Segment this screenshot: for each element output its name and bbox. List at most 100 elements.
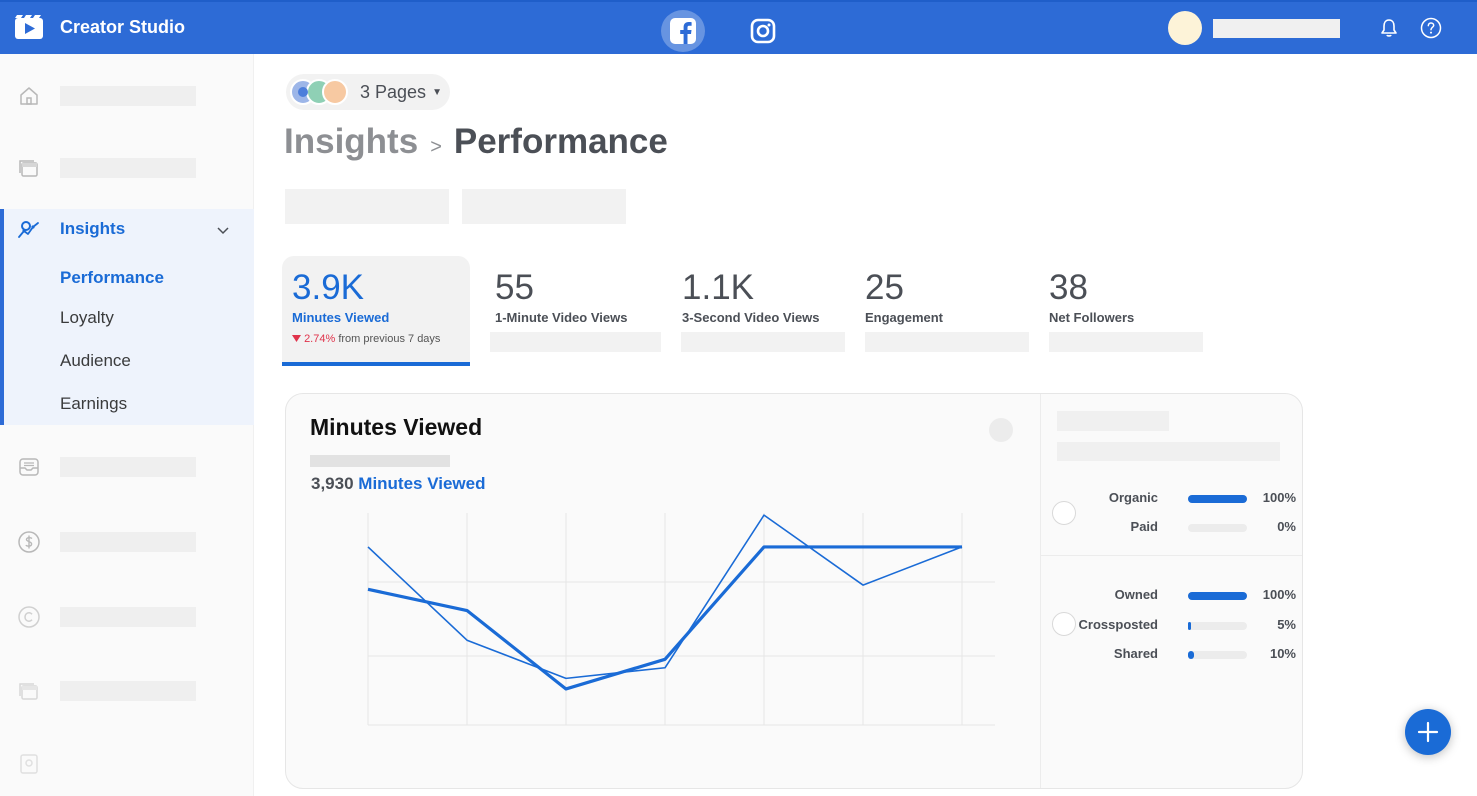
breadcrumb: Insights > Performance <box>284 122 668 162</box>
sidebar-item-sound-collection[interactable] <box>0 671 254 711</box>
sidebar-label-placeholder <box>60 681 196 701</box>
metric-tab-1-minute-views[interactable]: 55 1-Minute Video Views <box>490 256 662 366</box>
source-row-crossposted: Crossposted 5% <box>1056 617 1296 635</box>
profile-card-icon <box>20 754 38 774</box>
sidebar-item-inbox[interactable] <box>0 447 254 487</box>
page-avatar <box>322 79 348 105</box>
chart-title: Minutes Viewed <box>310 414 483 440</box>
metric-value: 1.1K <box>682 268 754 307</box>
card-divider <box>1040 394 1041 788</box>
sidebar-item-rights-manager[interactable] <box>0 597 254 637</box>
sidebar-item-home[interactable] <box>0 76 254 116</box>
breakdown-subtitle-placeholder <box>1057 442 1280 461</box>
brand[interactable]: Creator Studio <box>14 14 185 40</box>
breadcrumb-parent[interactable]: Insights <box>284 122 419 161</box>
sidebar-subitem-earnings[interactable]: Earnings <box>60 394 128 413</box>
chart-subtitle-placeholder <box>310 455 450 467</box>
active-tab-underline <box>282 362 470 366</box>
source-bar-track <box>1188 592 1247 600</box>
breakdown-radio[interactable] <box>1052 612 1076 636</box>
sidebar-label-placeholder <box>60 607 196 627</box>
source-label: Paid <box>1130 519 1158 534</box>
breadcrumb-separator: > <box>430 136 442 158</box>
sidebar-subitem-audience[interactable]: Audience <box>60 351 131 370</box>
sidebar-subitem-loyalty[interactable]: Loyalty <box>60 308 114 327</box>
sidebar-label-placeholder <box>60 457 196 477</box>
source-bar-fill <box>1188 592 1247 600</box>
metric-tab-net-followers[interactable]: 38 Net Followers <box>1049 256 1203 366</box>
metric-label: Engagement <box>865 310 944 325</box>
filter-placeholder[interactable] <box>462 189 626 224</box>
creator-studio-logo-icon <box>15 15 43 39</box>
sidebar-item-monetization[interactable] <box>0 522 254 562</box>
source-percent: 5% <box>1277 617 1296 632</box>
sidebar-insights-group: Insights Performance Loyalty Audience Ea… <box>0 209 254 425</box>
sidebar-item-more[interactable] <box>0 744 254 784</box>
source-bar-fill <box>1188 495 1247 503</box>
sidebar-subitem-performance[interactable]: Performance <box>60 268 164 287</box>
breakdown-divider <box>1041 555 1302 556</box>
metric-tab-engagement[interactable]: 25 Engagement <box>865 256 1029 366</box>
page-avatar-dot <box>298 87 308 97</box>
source-bar-fill <box>1188 651 1194 659</box>
pages-selector[interactable]: 3 Pages ▼ <box>286 74 450 110</box>
down-triangle-icon <box>292 335 301 342</box>
notifications-bell-icon[interactable] <box>1377 16 1401 40</box>
breakdown-radio[interactable] <box>1052 501 1076 525</box>
media-library-icon <box>19 683 38 700</box>
create-post-button[interactable] <box>1405 709 1451 755</box>
source-row-paid: Paid 0% <box>1056 519 1296 537</box>
metric-change-placeholder <box>490 332 661 352</box>
info-icon[interactable] <box>989 418 1013 442</box>
filter-placeholder[interactable] <box>285 189 449 224</box>
avatar[interactable] <box>1168 11 1202 45</box>
sidebar: Insights Performance Loyalty Audience Ea… <box>0 54 254 796</box>
facebook-icon <box>670 18 696 44</box>
source-percent: 10% <box>1269 646 1296 661</box>
chevron-down-icon[interactable] <box>216 223 230 237</box>
pages-selector-label: 3 Pages <box>360 81 427 102</box>
source-label: Organic <box>1108 490 1158 505</box>
top-bar: Creator Studio <box>0 0 1477 54</box>
account-name-placeholder[interactable] <box>1213 19 1340 38</box>
source-bar-track <box>1188 622 1247 630</box>
breakdown-title-placeholder <box>1057 411 1169 431</box>
source-bar-track <box>1188 651 1247 659</box>
help-icon[interactable] <box>1419 16 1443 40</box>
metric-change-placeholder <box>681 332 845 352</box>
chart-total-value: 3,930 <box>311 474 354 493</box>
minutes-viewed-line-chart <box>367 513 995 726</box>
metric-change-pct: 2.74% <box>304 333 336 345</box>
source-label: Shared <box>1113 646 1158 661</box>
chart-total-label: Minutes Viewed <box>358 474 486 493</box>
metric-label: 3-Second Video Views <box>682 310 820 325</box>
metric-change: 2.74% from previous 7 days <box>292 333 440 345</box>
source-percent: 0% <box>1277 519 1296 534</box>
facebook-tab[interactable] <box>661 10 705 52</box>
source-label: Crossposted <box>1078 617 1158 632</box>
metric-label: Net Followers <box>1049 310 1135 325</box>
series-line-2 <box>367 514 963 680</box>
sidebar-item-insights[interactable]: Insights <box>4 209 254 249</box>
active-subitem-indicator <box>21 221 31 231</box>
inbox-icon <box>19 458 39 476</box>
instagram-tab[interactable] <box>741 10 785 52</box>
source-bar-fill <box>1188 622 1191 630</box>
metric-tab-minutes-viewed[interactable]: 3.9K Minutes Viewed 2.74% from previous … <box>282 256 470 366</box>
source-percent: 100% <box>1262 587 1296 602</box>
instagram-icon <box>750 18 776 44</box>
page-avatars <box>286 74 350 110</box>
metric-tab-3-second-views[interactable]: 1.1K 3-Second Video Views <box>681 256 845 366</box>
plus-icon <box>1417 721 1439 743</box>
sidebar-label-placeholder <box>60 86 196 106</box>
source-bar-track <box>1188 495 1247 503</box>
metric-change-placeholder <box>1049 332 1203 352</box>
metric-label: 1-Minute Video Views <box>495 310 628 325</box>
home-icon <box>20 87 38 105</box>
sidebar-item-label: Insights <box>60 219 126 238</box>
dollar-icon <box>18 531 40 553</box>
source-label: Owned <box>1114 587 1158 602</box>
sidebar-item-content-library[interactable] <box>0 148 254 188</box>
series-line-1 <box>367 545 962 691</box>
metric-value: 3.9K <box>292 268 364 307</box>
